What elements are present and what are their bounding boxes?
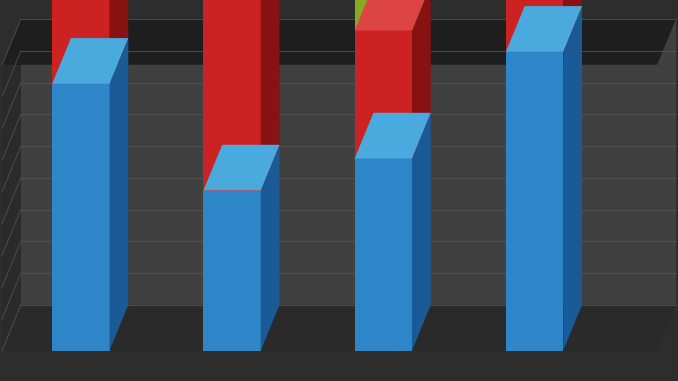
Polygon shape — [355, 30, 412, 158]
Polygon shape — [412, 0, 431, 30]
Polygon shape — [563, 0, 582, 52]
Polygon shape — [506, 0, 563, 52]
Polygon shape — [2, 19, 21, 351]
Polygon shape — [52, 0, 110, 84]
Polygon shape — [355, 0, 412, 30]
FancyBboxPatch shape — [21, 19, 676, 305]
Polygon shape — [355, 158, 412, 351]
Polygon shape — [52, 84, 110, 351]
Polygon shape — [506, 52, 563, 351]
Polygon shape — [261, 145, 279, 351]
Polygon shape — [355, 0, 431, 30]
Polygon shape — [203, 145, 279, 190]
Polygon shape — [110, 38, 128, 351]
Polygon shape — [355, 113, 431, 158]
Polygon shape — [2, 19, 676, 65]
Polygon shape — [203, 190, 261, 351]
Polygon shape — [412, 0, 431, 158]
Polygon shape — [563, 6, 582, 351]
Polygon shape — [506, 6, 582, 52]
Polygon shape — [203, 0, 261, 190]
Polygon shape — [261, 0, 279, 190]
Polygon shape — [412, 113, 431, 351]
Polygon shape — [2, 305, 676, 351]
Polygon shape — [52, 38, 128, 84]
Polygon shape — [110, 0, 128, 84]
